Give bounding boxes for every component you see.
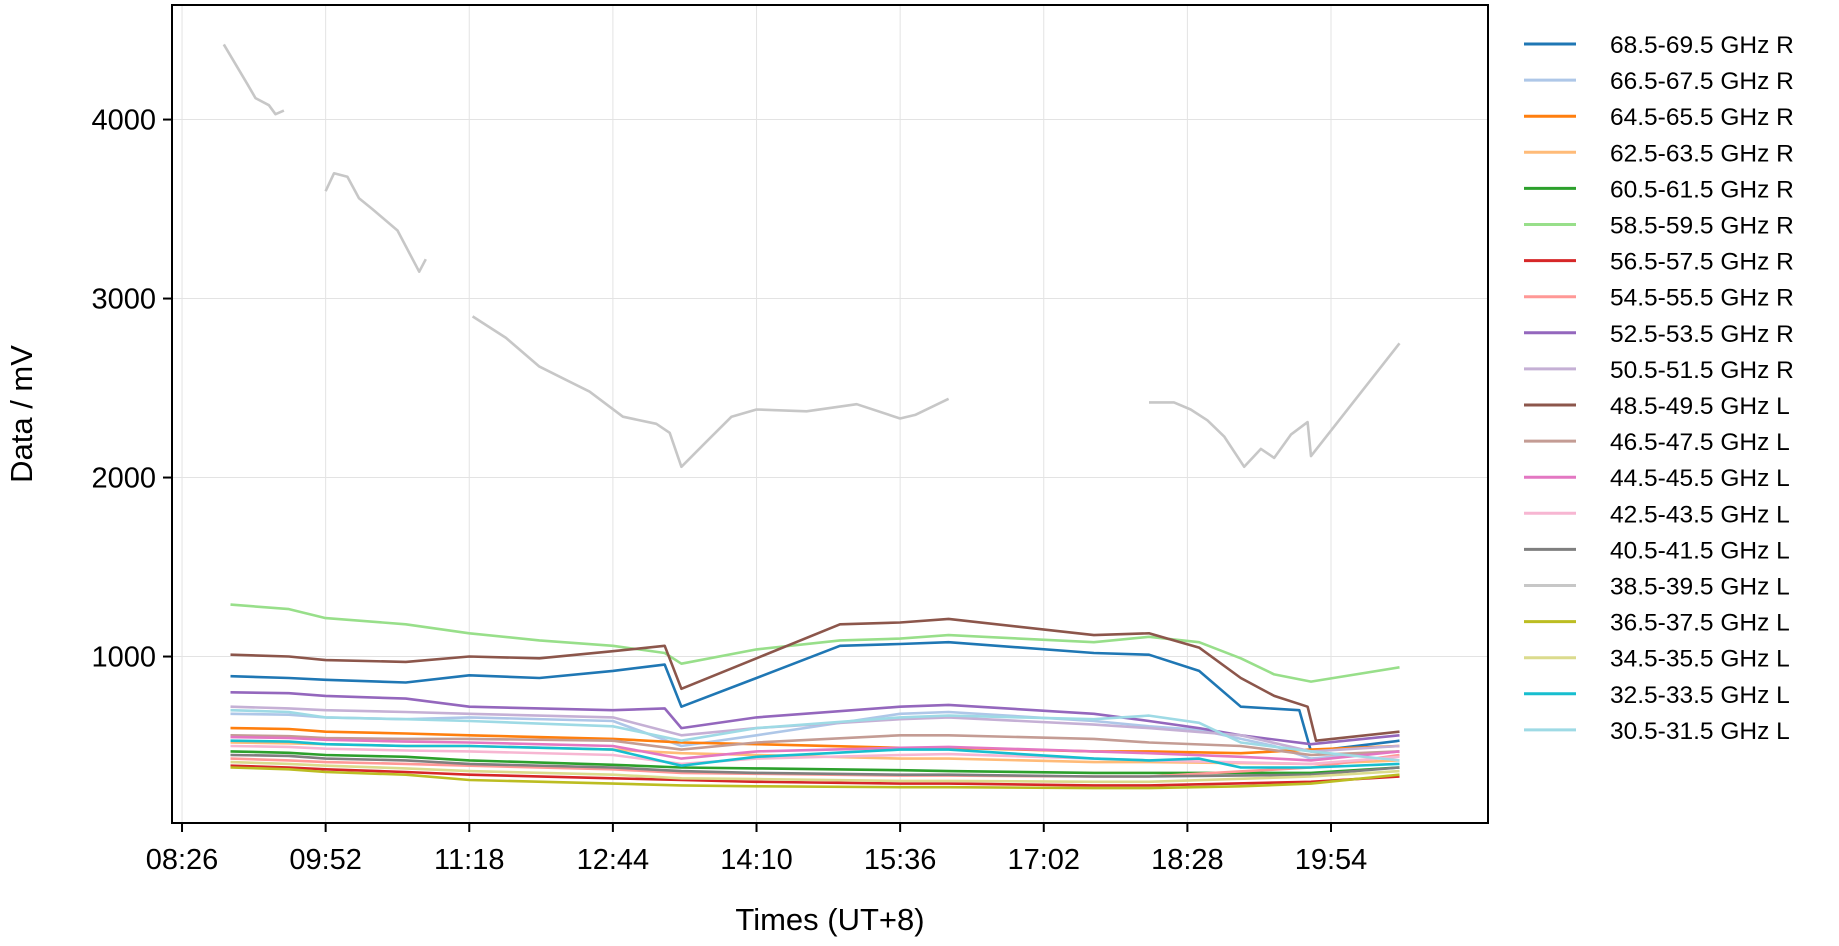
legend: 68.5-69.5 GHz R 66.5-67.5 GHz R 64.5-65.5 … <box>1524 32 1794 745</box>
legend-entry-label: 36.5-37.5 GHz L <box>1610 610 1790 637</box>
legend-entry-label: 46.5-47.5 GHz L <box>1610 429 1790 456</box>
series-line-11 <box>230 734 1400 757</box>
y-tick-label: 2000 <box>91 463 156 495</box>
y-axis: 1000 2000 3000 4000 <box>91 105 172 674</box>
series-line-2 <box>230 726 1400 755</box>
legend-entry-label: 32.5-33.5 GHz L <box>1610 682 1790 709</box>
legend-entry-label: 64.5-65.5 GHz R <box>1610 104 1794 131</box>
series-line-0 <box>230 640 1400 753</box>
series-line-16 <box>230 766 1400 790</box>
x-axis-title: Times (UT+8) <box>735 902 924 937</box>
y-tick-label: 1000 <box>91 642 156 674</box>
series-line-12 <box>230 735 1400 762</box>
legend-entry-label: 62.5-63.5 GHz R <box>1610 140 1794 167</box>
x-tick-label: 15:36 <box>864 844 937 876</box>
series-line-17 <box>230 760 1400 784</box>
series-line-10 <box>230 617 1400 742</box>
legend-entry-label: 52.5-53.5 GHz R <box>1610 321 1794 348</box>
legend-entry-label: 48.5-49.5 GHz L <box>1610 393 1790 420</box>
y-tick-label: 3000 <box>91 284 156 316</box>
series-lines <box>222 43 1401 790</box>
legend-entry-label: 34.5-35.5 GHz L <box>1610 646 1790 673</box>
y-axis-title: Data / mV <box>4 345 39 483</box>
legend-entry-label: 50.5-51.5 GHz R <box>1610 357 1794 384</box>
y-tick-label: 4000 <box>91 105 156 137</box>
x-tick-label: 18:28 <box>1151 844 1224 876</box>
series-line-14 <box>230 753 1400 778</box>
gridlines <box>172 5 1488 823</box>
legend-entry-label: 68.5-69.5 GHz R <box>1610 32 1794 59</box>
plot-frame <box>171 4 1489 824</box>
x-tick-label: 08:26 <box>146 844 219 876</box>
x-tick-label: 14:10 <box>720 844 793 876</box>
legend-entry-label: 42.5-43.5 GHz L <box>1610 501 1790 528</box>
legend-entry-label: 54.5-55.5 GHz R <box>1610 285 1794 312</box>
series-line-6 <box>230 764 1400 787</box>
x-tick-label: 19:54 <box>1295 844 1368 876</box>
x-axis: 08:26 09:52 11:18 12:44 14:10 15:36 17:02 18:28… <box>146 823 1368 876</box>
legend-entry-label: 60.5-61.5 GHz R <box>1610 176 1794 203</box>
legend-entry-label: 56.5-57.5 GHz R <box>1610 249 1794 276</box>
x-tick-label: 12:44 <box>577 844 650 876</box>
x-tick-label: 09:52 <box>289 844 362 876</box>
legend-entry-label: 40.5-41.5 GHz L <box>1610 537 1790 564</box>
legend-entry-label: 44.5-45.5 GHz L <box>1610 465 1790 492</box>
legend-entry-label: 30.5-31.5 GHz L <box>1610 718 1790 745</box>
series-line-15 <box>222 43 1401 469</box>
series-line-19 <box>230 708 1400 762</box>
series-line-5 <box>230 603 1400 683</box>
legend-entry-label: 58.5-59.5 GHz R <box>1610 213 1794 240</box>
x-tick-label: 11:18 <box>434 844 504 876</box>
series-line-18 <box>230 739 1400 769</box>
x-tick-label: 17:02 <box>1007 844 1080 876</box>
legend-entry-label: 38.5-39.5 GHz L <box>1610 574 1790 601</box>
legend-entry-label: 66.5-67.5 GHz R <box>1610 68 1794 95</box>
series-line-4 <box>230 750 1400 775</box>
